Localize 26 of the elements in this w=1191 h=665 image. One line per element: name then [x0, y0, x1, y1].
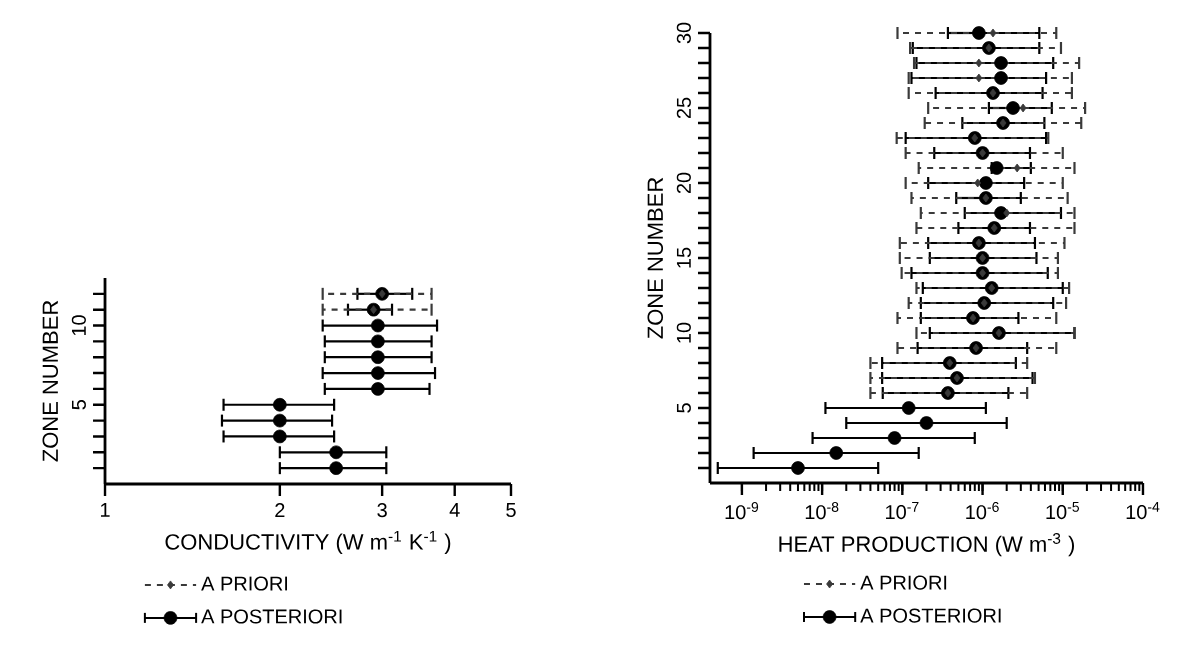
x-tick-label: 3 [377, 503, 387, 518]
y-tick-label: 30 [676, 22, 691, 44]
x-tick-label: 10$^{-7}$ [886, 502, 919, 520]
x-tick-label: 10$^{-5}$ [1046, 502, 1080, 520]
legend-label: A PRIORI [201, 576, 288, 591]
x-tick-label: 10$^{-8}$ [805, 502, 839, 520]
legend-label: A POSTERIORI [860, 608, 1001, 623]
x-tick-label: 1 [100, 503, 110, 517]
y-axis-title: ZONE NUMBER [42, 300, 59, 462]
y-tick-label: 5 [676, 403, 691, 413]
x-tick-label: 10$^{-6}$ [966, 502, 999, 520]
x-tick-label: 10$^{-4}$ [1126, 502, 1160, 520]
legend-label: A POSTERIORI [201, 609, 342, 624]
y-tick-label: 20 [676, 172, 691, 194]
y-tick-label: 10 [71, 315, 86, 336]
x-tick-label: 5 [506, 503, 516, 517]
y-tick-label: 25 [676, 97, 691, 119]
legend-label: A PRIORI [860, 575, 947, 590]
y-tick-label: 10 [676, 322, 691, 343]
x-tick-label: 2 [275, 503, 285, 518]
x-tick-label: 4 [449, 503, 460, 517]
y-axis-title: ZONE NUMBER [647, 177, 664, 339]
y-tick-label: 15 [676, 247, 691, 268]
x-axis-title: CONDUCTIVITY (W m$^{-1}$ K$^{-1}$ ) [165, 530, 451, 555]
x-tick-label: 10$^{-9}$ [725, 502, 759, 520]
x-axis-title: HEAT PRODUCTION (W m$^{-3}$ ) [779, 533, 1075, 557]
